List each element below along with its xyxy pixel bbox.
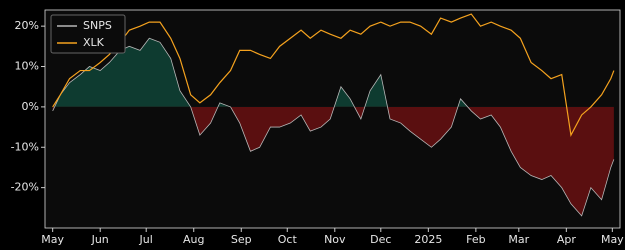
y-tick-label: 0% <box>22 100 39 113</box>
y-tick-label: 20% <box>15 19 39 32</box>
x-tick-label: Sep <box>231 233 252 246</box>
plot-frame <box>44 9 621 229</box>
x-tick-label: May <box>41 233 64 246</box>
x-tick-label: Dec <box>370 233 391 246</box>
y-tick-label: 10% <box>15 60 39 73</box>
x-tick-label: Feb <box>466 233 485 246</box>
x-tick-label: Aug <box>183 233 204 246</box>
x-tick-label: Mar <box>508 233 529 246</box>
x-tick-label: Nov <box>324 233 346 246</box>
x-tick-label: Jul <box>139 233 153 246</box>
y-tick-label: -20% <box>11 181 39 194</box>
x-tick-label: Apr <box>557 233 577 246</box>
positive-area <box>54 38 468 107</box>
y-tick-label: -10% <box>11 140 39 153</box>
x-tick-label: Jun <box>91 233 109 246</box>
series-line <box>52 13 615 138</box>
x-tick-label: 2025 <box>414 233 442 246</box>
x-tick-label: May <box>601 233 624 246</box>
negative-area <box>52 106 614 216</box>
legend-label: SNPS <box>83 19 112 32</box>
series-line <box>52 37 615 217</box>
x-tick-label: Oct <box>278 233 298 246</box>
legend-label: XLK <box>83 36 105 49</box>
